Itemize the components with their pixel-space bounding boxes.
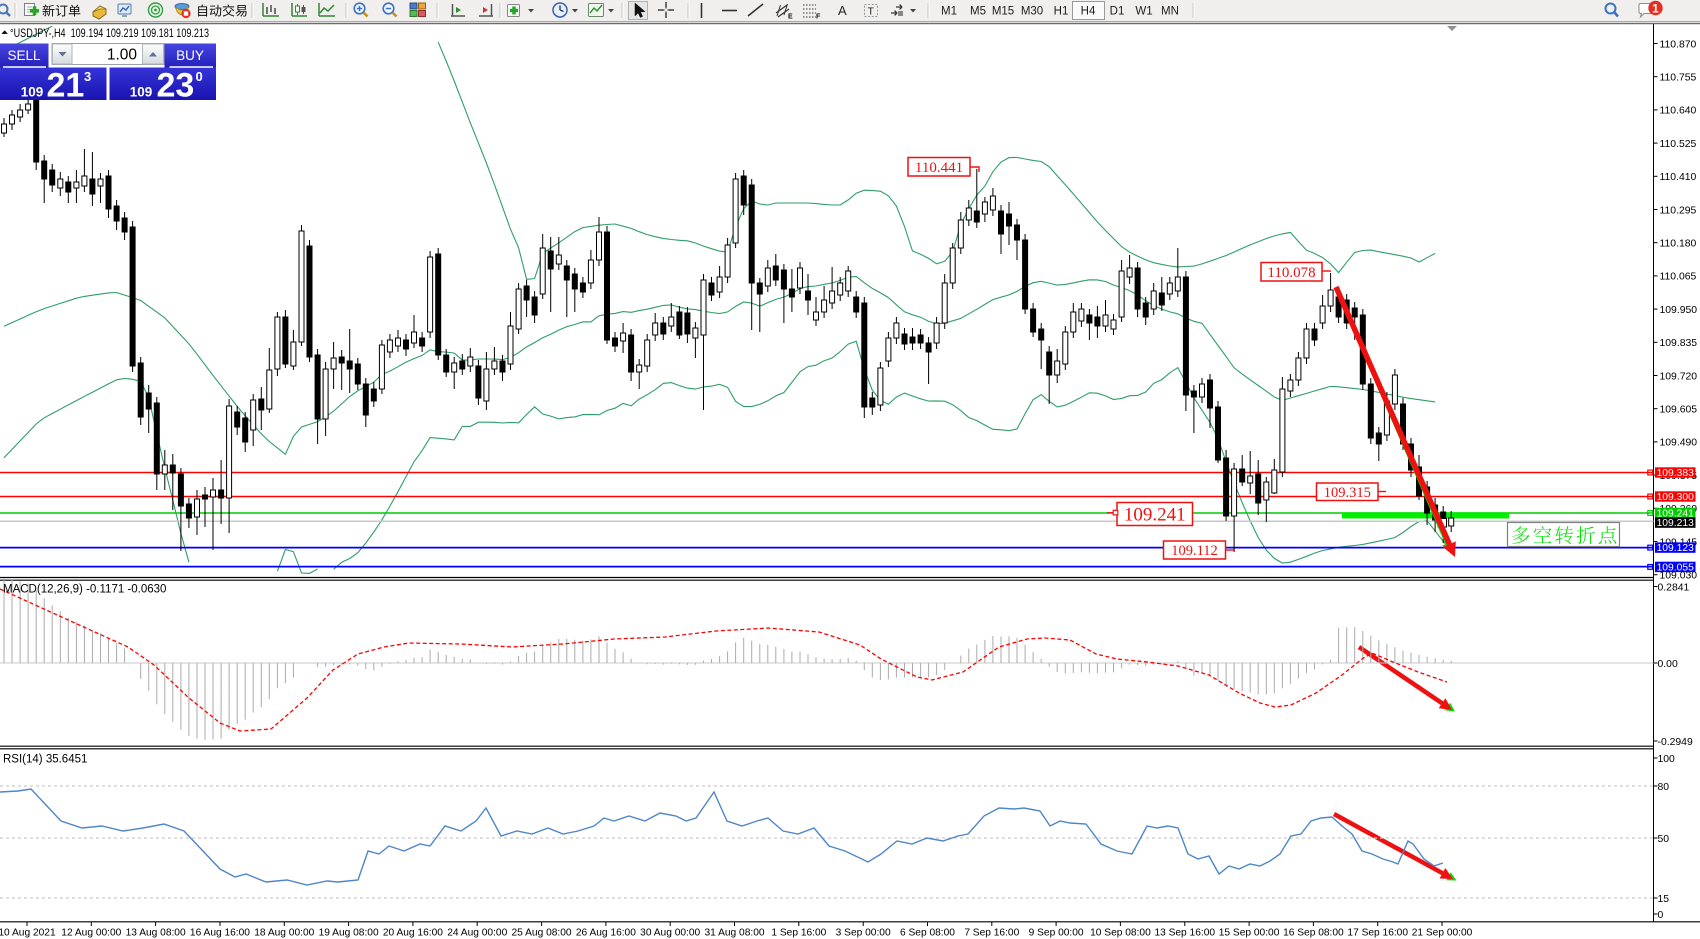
svg-text:W1: W1 [1135, 6, 1152, 18]
svg-text:A: A [838, 3, 847, 18]
svg-text:110.295: 110.295 [1660, 205, 1697, 216]
svg-text:MACD(12,26,9) -0.1171 -0.0630: MACD(12,26,9) -0.1171 -0.0630 [3, 584, 166, 596]
svg-text:109.112: 109.112 [1171, 543, 1218, 559]
svg-text:19 Aug 08:00: 19 Aug 08:00 [319, 927, 379, 938]
svg-text:24 Aug 00:00: 24 Aug 00:00 [447, 927, 507, 938]
svg-text:16 Aug 16:00: 16 Aug 16:00 [190, 927, 250, 938]
svg-text:110.870: 110.870 [1660, 39, 1697, 50]
svg-text:°USDJPY-,H4 109.194 109.219 1: °USDJPY-,H4 109.194 109.219 109.181 109.… [10, 28, 209, 40]
svg-text:F: F [816, 14, 821, 21]
svg-text:110.640: 110.640 [1660, 106, 1697, 117]
svg-text:21: 21 [47, 67, 85, 105]
svg-text:109.213: 109.213 [1657, 518, 1694, 529]
svg-text:7 Sep 16:00: 7 Sep 16:00 [964, 927, 1019, 938]
svg-text:-0.2949: -0.2949 [1658, 737, 1693, 748]
svg-text:3: 3 [84, 69, 91, 84]
svg-text:109: 109 [21, 85, 44, 100]
svg-text:D1: D1 [1110, 6, 1125, 18]
svg-text:12 Aug 00:00: 12 Aug 00:00 [61, 927, 121, 938]
svg-text:1 Sep 16:00: 1 Sep 16:00 [771, 927, 826, 938]
svg-text:110.410: 110.410 [1660, 172, 1697, 183]
svg-text:10 Aug 2021: 10 Aug 2021 [0, 927, 56, 938]
svg-text:109.720: 109.720 [1660, 371, 1698, 382]
svg-text:109.241: 109.241 [1124, 505, 1186, 526]
svg-text:13 Aug 08:00: 13 Aug 08:00 [126, 927, 186, 938]
svg-text:25 Aug 08:00: 25 Aug 08:00 [512, 927, 572, 938]
svg-text:MN: MN [1161, 6, 1179, 18]
svg-text:109.315: 109.315 [1324, 485, 1371, 501]
svg-text:18 Aug 00:00: 18 Aug 00:00 [254, 927, 314, 938]
svg-text:30 Aug 00:00: 30 Aug 00:00 [640, 927, 700, 938]
svg-text:M15: M15 [992, 6, 1014, 18]
svg-text:109.605: 109.605 [1660, 405, 1698, 416]
svg-text:26 Aug 16:00: 26 Aug 16:00 [576, 927, 636, 938]
svg-text:109.241: 109.241 [1657, 509, 1694, 520]
svg-text:15: 15 [1658, 894, 1670, 905]
svg-text:M1: M1 [941, 6, 957, 18]
svg-text:6 Sep 08:00: 6 Sep 08:00 [900, 927, 955, 938]
svg-text:13 Sep 16:00: 13 Sep 16:00 [1154, 927, 1215, 938]
svg-text:9 Sep 00:00: 9 Sep 00:00 [1029, 927, 1084, 938]
svg-text:21 Sep 00:00: 21 Sep 00:00 [1412, 927, 1473, 938]
svg-text:0.00: 0.00 [1658, 659, 1678, 670]
svg-text:0: 0 [196, 69, 203, 84]
svg-text:110.525: 110.525 [1660, 139, 1697, 150]
svg-text:109.030: 109.030 [1660, 571, 1698, 582]
svg-text:110.078: 110.078 [1267, 265, 1315, 281]
svg-text:16 Sep 08:00: 16 Sep 08:00 [1283, 927, 1344, 938]
svg-text:109.835: 109.835 [1660, 338, 1698, 349]
svg-text:BUY: BUY [176, 48, 204, 63]
svg-text:3 Sep 00:00: 3 Sep 00:00 [836, 927, 891, 938]
svg-text:T: T [868, 6, 875, 18]
svg-text:109.950: 109.950 [1660, 305, 1698, 316]
svg-text:0: 0 [1658, 910, 1664, 921]
svg-text:100: 100 [1658, 754, 1676, 765]
svg-text:31 Aug 08:00: 31 Aug 08:00 [704, 927, 764, 938]
svg-text:17 Sep 16:00: 17 Sep 16:00 [1347, 927, 1408, 938]
svg-text:SELL: SELL [7, 48, 41, 63]
svg-text:E: E [788, 14, 793, 21]
svg-text:109.300: 109.300 [1657, 492, 1694, 503]
svg-text:109.383: 109.383 [1657, 468, 1694, 479]
svg-text:H4: H4 [1081, 6, 1096, 18]
svg-text:20 Aug 16:00: 20 Aug 16:00 [383, 927, 443, 938]
svg-text:23: 23 [157, 67, 195, 105]
svg-text:109.490: 109.490 [1660, 438, 1698, 449]
svg-text:1.00: 1.00 [107, 47, 138, 64]
svg-text:1: 1 [1652, 1, 1659, 15]
svg-text:M30: M30 [1021, 6, 1043, 18]
svg-text:110.180: 110.180 [1660, 239, 1697, 250]
svg-text:0.2841: 0.2841 [1658, 582, 1690, 593]
svg-text:110.755: 110.755 [1660, 73, 1697, 84]
svg-text:RSI(14) 35.6451: RSI(14) 35.6451 [3, 754, 87, 766]
svg-text:15 Sep 00:00: 15 Sep 00:00 [1219, 927, 1280, 938]
svg-text:109: 109 [130, 85, 153, 100]
svg-text:110.065: 110.065 [1660, 272, 1697, 283]
svg-text:109.123: 109.123 [1657, 543, 1694, 554]
svg-text:H1: H1 [1054, 6, 1069, 18]
svg-text:50: 50 [1658, 834, 1670, 845]
svg-text:109.055: 109.055 [1657, 563, 1694, 574]
svg-text:80: 80 [1658, 782, 1670, 793]
svg-text:10 Sep 08:00: 10 Sep 08:00 [1090, 927, 1151, 938]
svg-text:M5: M5 [970, 6, 986, 18]
svg-text:110.441: 110.441 [915, 160, 963, 176]
